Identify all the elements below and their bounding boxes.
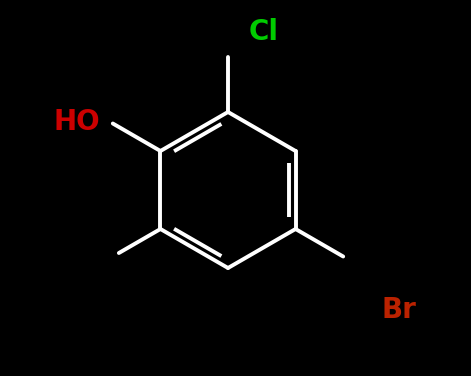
Text: Cl: Cl <box>249 18 279 46</box>
Text: HO: HO <box>53 108 100 136</box>
Text: Br: Br <box>382 296 417 324</box>
